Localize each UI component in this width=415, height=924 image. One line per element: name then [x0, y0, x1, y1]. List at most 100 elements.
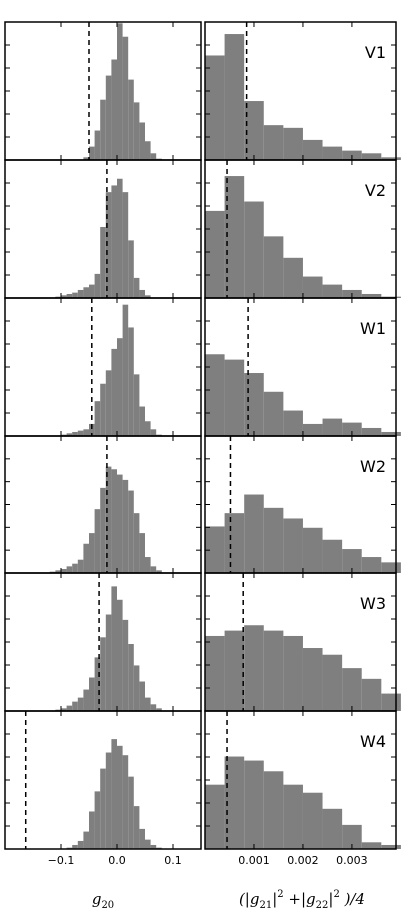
- x-axis-title-part: |: [272, 890, 277, 908]
- histogram-bar: [94, 509, 101, 573]
- histogram-bar: [77, 430, 84, 436]
- histogram-bar: [66, 566, 73, 573]
- histogram-bar: [133, 513, 140, 573]
- histogram-bar: [283, 635, 303, 711]
- x-axis-title-part: (|g: [239, 890, 260, 908]
- panel-w1-g2x: W1: [204, 297, 401, 437]
- histogram-bar: [342, 549, 362, 573]
- histogram-bar: [342, 824, 362, 849]
- panel-v1-g20: [4, 21, 202, 161]
- histogram-bar: [94, 657, 101, 711]
- histogram-bar: [77, 559, 84, 573]
- histogram-bar: [122, 619, 129, 711]
- histogram-bar: [224, 359, 245, 436]
- histogram-bar: [111, 469, 117, 573]
- histogram-bar: [77, 697, 84, 711]
- histogram-bar: [128, 776, 134, 849]
- histogram-bar: [244, 625, 264, 711]
- histogram-bar: [100, 383, 106, 436]
- panel-label: V2: [365, 181, 386, 200]
- histogram-bar: [139, 406, 145, 436]
- histogram-bar: [322, 284, 343, 298]
- histogram-bar: [283, 410, 303, 436]
- histogram-bar: [117, 599, 123, 711]
- x-axis-title-part: 2: [277, 889, 283, 900]
- panel-w4-g20: [4, 710, 202, 850]
- histogram-bar: [122, 479, 129, 573]
- histogram-bar: [150, 844, 157, 849]
- histogram-bar: [322, 808, 343, 849]
- histogram-bar: [322, 539, 343, 573]
- histogram-bar: [122, 304, 129, 436]
- histogram-bar: [133, 665, 140, 711]
- histogram-bar: [83, 157, 89, 160]
- histogram-bar: [156, 708, 162, 711]
- histogram-bar: [89, 284, 95, 298]
- histogram-bar: [100, 99, 106, 160]
- histogram-bar: [244, 201, 264, 298]
- histogram-bar: [105, 370, 112, 436]
- histogram-bar: [105, 75, 112, 160]
- histogram-bar: [94, 130, 101, 160]
- histogram-bar: [83, 429, 89, 436]
- histogram-bar: [133, 102, 140, 160]
- panel-w3-g2x: W3: [204, 572, 401, 712]
- histogram-bar: [83, 831, 89, 849]
- panel-label: V1: [365, 43, 386, 62]
- histogram-bar: [244, 760, 264, 849]
- histogram-bar: [263, 236, 284, 298]
- histogram-bar: [283, 518, 303, 573]
- histogram-bar: [322, 418, 343, 436]
- x-tick-label: 0.1: [164, 854, 182, 867]
- histogram-bar: [150, 704, 157, 711]
- histogram-bar: [361, 557, 382, 573]
- histogram-bar: [139, 533, 145, 573]
- histogram-bar: [381, 844, 401, 849]
- histogram-bar: [145, 141, 151, 160]
- histogram-bar: [381, 562, 401, 573]
- histogram-bar: [77, 289, 84, 298]
- panel-v2-g2x: V2: [204, 159, 401, 299]
- histogram-bar: [342, 668, 362, 711]
- histogram-bar: [145, 295, 151, 298]
- x-tick-labels: −0.1 0.0 0.1 0.001 0.002 0.003: [48, 854, 368, 867]
- panel-v2-g20: [4, 159, 202, 299]
- x-axis-title-g20: g20: [92, 890, 114, 911]
- histogram-bar: [302, 139, 323, 160]
- histogram-bar: [361, 427, 382, 436]
- histogram-bar: [83, 287, 89, 298]
- histogram-bar: [133, 806, 140, 849]
- histogram-bar: [145, 557, 151, 573]
- histogram-bar: [150, 566, 157, 573]
- histogram-bar: [139, 122, 145, 160]
- histogram-bar: [100, 487, 106, 573]
- histogram-bar: [302, 527, 323, 573]
- histogram-bar: [128, 327, 134, 436]
- histogram-bar: [224, 34, 245, 160]
- histogram-bar: [83, 689, 89, 711]
- histogram-bar: [283, 257, 303, 298]
- histogram-bar: [122, 192, 129, 298]
- histogram-bar: [150, 429, 157, 436]
- histogram-bar: [61, 569, 67, 573]
- histogram-bar: [133, 277, 140, 298]
- x-axis-title-part: 2: [333, 889, 339, 900]
- x-axis-title-g2x: (|g21|2 +|g22|2 )/4: [239, 889, 365, 911]
- histogram-bar: [205, 354, 225, 436]
- histogram-bar: [66, 293, 73, 298]
- histogram-bar: [139, 289, 145, 298]
- histogram-bar: [283, 127, 303, 160]
- histogram-bar: [72, 563, 78, 573]
- x-axis-title-part: +|g: [284, 890, 316, 908]
- histogram-bar: [263, 771, 284, 849]
- histogram-bar: [381, 693, 401, 711]
- histogram-bar: [128, 490, 134, 573]
- histogram-bar: [302, 276, 323, 298]
- histogram-bar: [283, 784, 303, 849]
- histogram-bar: [322, 146, 343, 160]
- x-axis-title-part: |: [328, 890, 333, 908]
- histogram-bar: [128, 644, 134, 711]
- x-axis-title-part: 21: [259, 900, 272, 911]
- histogram-bar: [117, 474, 123, 573]
- histogram-bar: [150, 153, 157, 160]
